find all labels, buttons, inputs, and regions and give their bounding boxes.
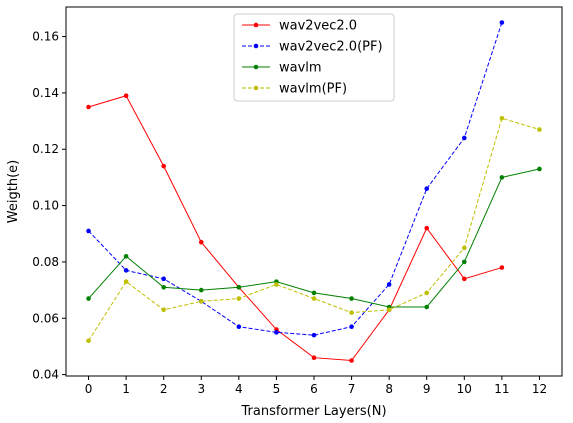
y-tick-label: 0.08 [32,255,59,269]
data-point [161,284,166,290]
series-1 [86,20,505,338]
data-point [161,307,166,313]
legend-marker [253,22,259,28]
series-line [88,22,503,336]
data-point [462,245,467,251]
data-point [462,135,467,141]
y-tick-label: 0.12 [32,142,59,156]
series-layer [86,20,542,363]
legend-marker [253,64,259,70]
data-point [462,276,467,282]
legend-entry-2: wavlm [242,61,322,76]
x-tick-label: 0 [85,382,93,396]
data-point [311,290,317,296]
legend-label: wav2vec2.0(PF) [279,40,383,55]
data-point [311,355,317,360]
data-point [123,253,129,259]
data-point [349,310,354,315]
x-tick-label: 1 [122,382,130,396]
data-point [386,307,392,313]
data-point [311,296,317,301]
legend-entry-3: wavlm(PF) [242,82,347,97]
data-point [161,163,166,169]
x-tick-label: 5 [273,382,281,396]
x-tick-label: 8 [385,382,393,396]
data-point [123,268,129,273]
data-point [499,265,505,270]
data-point [386,282,392,287]
data-point [424,225,430,231]
data-point [123,279,129,284]
series-3 [86,115,542,344]
data-point [274,282,279,287]
legend-entry-0: wav2vec2.0 [242,19,357,34]
x-axis-label: Transformer Layers(N) [240,404,386,419]
x-tick-label: 6 [310,382,318,396]
data-point [198,287,204,293]
legend-entry-1: wav2vec2.0(PF) [242,40,383,55]
data-point [274,330,279,335]
data-point [349,358,354,363]
x-tick-label: 12 [532,382,547,396]
series-line [88,95,503,362]
data-point [236,324,242,330]
axes-layer: 0 1 2 3 4 5 6 7 8 9 10 11 120.040.060.080.100.120.14… [6,6,563,419]
x-tick-label: 7 [348,382,356,396]
x-tick-label: 3 [197,382,205,396]
x-tick-label: 4 [235,382,243,396]
data-point [198,239,204,245]
data-point [499,175,505,180]
data-point [236,284,242,290]
legend-label: wavlm(PF) [279,82,347,97]
data-point [86,228,91,234]
legend-label: wav2vec2.0 [279,19,357,34]
x-tick-label: 9 [423,382,431,396]
data-point [349,324,354,330]
data-point [311,332,317,338]
y-tick-label: 0.04 [32,368,59,382]
y-tick-label: 0.14 [32,86,59,100]
legend-label: wavlm [279,61,322,76]
legend-marker [253,43,259,49]
data-point [123,93,129,99]
y-tick-label: 0.06 [32,311,59,325]
x-tick-label: 11 [494,382,509,396]
series-0 [86,93,505,363]
data-point [424,186,430,191]
data-point [424,290,430,296]
data-point [161,276,166,282]
legend: wav2vec2.0 wav2vec2.0(PF) wavlm wavlm(PF) [233,13,395,102]
data-point [86,296,91,301]
data-point [499,115,505,121]
series-2 [86,166,542,310]
legend-box [233,13,395,102]
y-tick-label: 0.16 [32,30,59,44]
x-tick-label: 10 [457,382,472,396]
data-point [236,296,242,301]
data-point [86,104,91,110]
x-tick-label: 2 [160,382,168,396]
y-tick-label: 0.10 [32,199,59,213]
data-point [462,259,467,265]
data-point [424,304,430,310]
data-point [537,166,542,172]
y-axis-label: Weigth(e) [6,160,21,223]
data-point [537,127,542,132]
data-point [499,20,505,25]
data-point [86,338,91,344]
series-line [88,168,540,308]
data-point [198,299,204,304]
legend-marker [253,85,259,91]
data-point [349,296,354,301]
